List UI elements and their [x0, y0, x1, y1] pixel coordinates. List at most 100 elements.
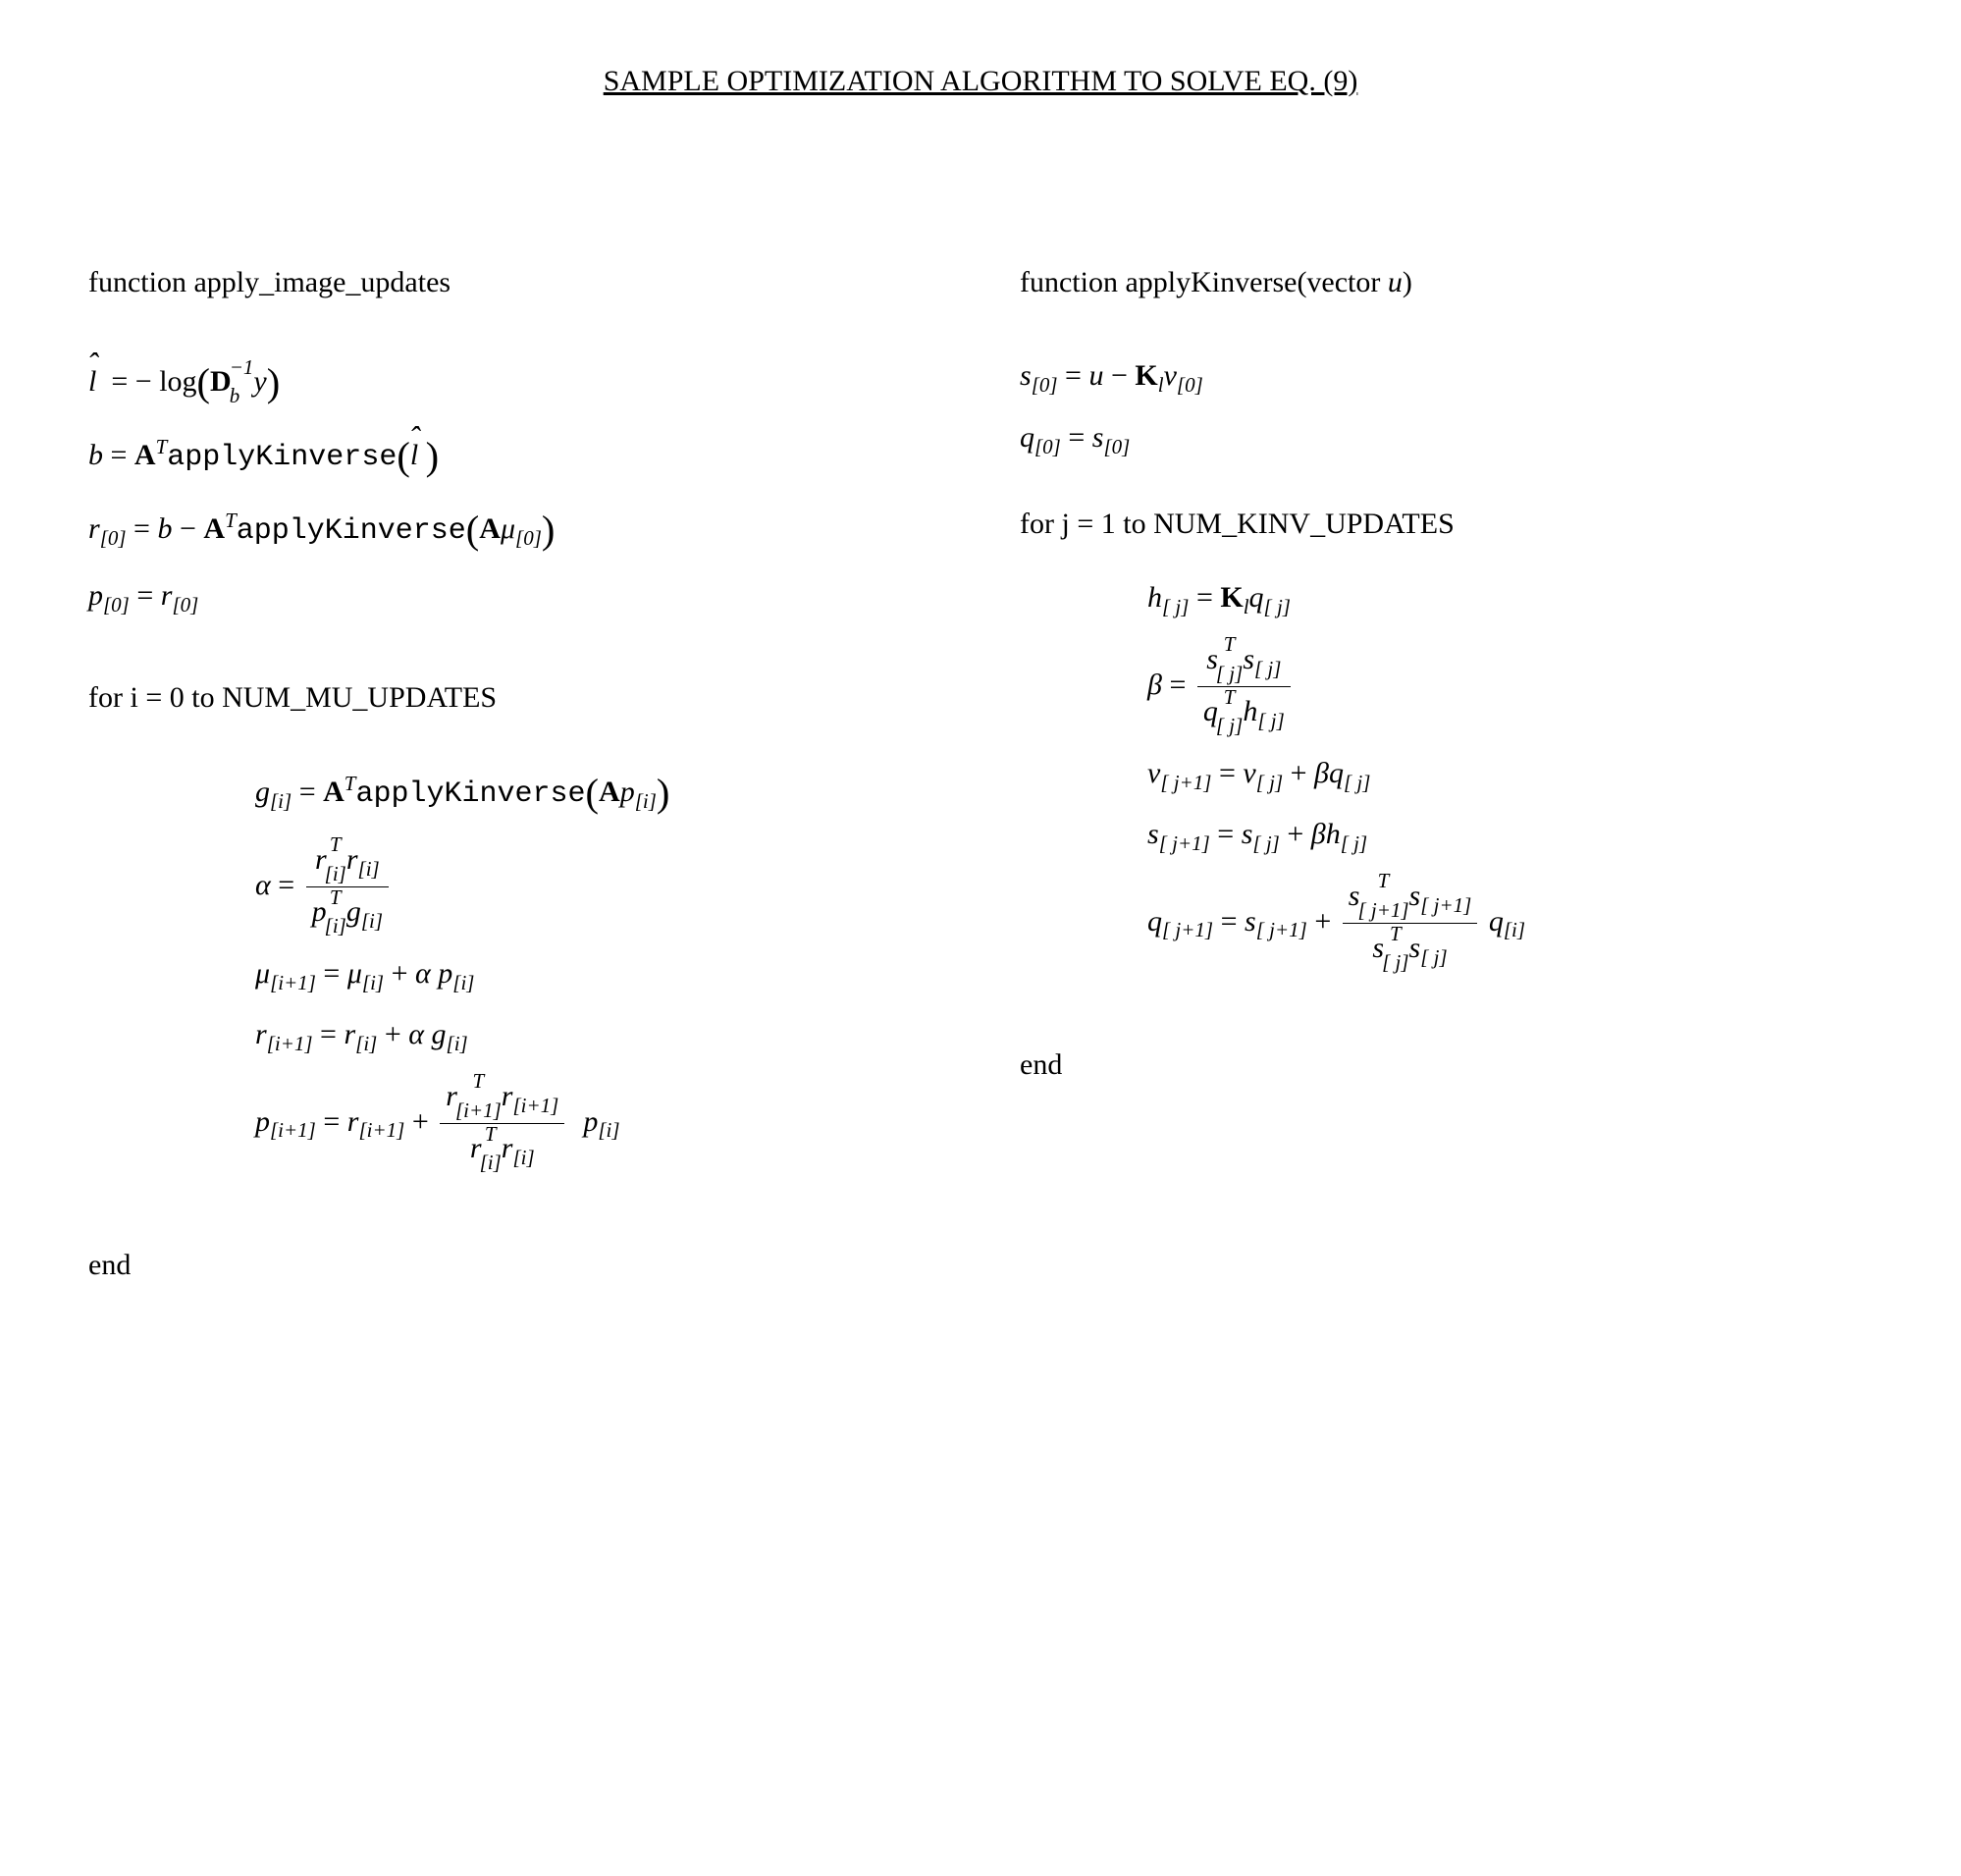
hR2s: [ j] [1341, 831, 1367, 855]
function-header-right: function applyKinverse(vector u) [1020, 260, 1873, 304]
A-sup-T3: T [344, 772, 356, 795]
alpha3: α [408, 1018, 424, 1050]
fr4: r [502, 1132, 513, 1164]
fs6: [i] [512, 1146, 534, 1169]
mat-A4: A [323, 776, 344, 808]
fn-applyK: applyKinverse [167, 441, 397, 474]
r-sub4: [i] [355, 1032, 377, 1055]
fr2: r [502, 1080, 513, 1112]
for-loop-left: for i = 0 to NUM_MU_UPDATES [88, 675, 941, 720]
qR5s: [i] [1504, 918, 1525, 941]
var-b2: b [157, 512, 172, 545]
p-sub3: [i] [452, 971, 474, 994]
sub-r0b: [0] [172, 593, 198, 616]
s6: [i] [361, 909, 383, 933]
hR: h [1147, 581, 1162, 614]
var-p2: p [620, 776, 635, 808]
p3: p [438, 957, 452, 990]
bfs5: [ j] [1216, 717, 1243, 735]
D-sub: b [230, 387, 254, 405]
r5: r [347, 1104, 359, 1137]
sR1: s [1020, 359, 1032, 392]
mu2: μ [347, 957, 362, 990]
var-lhat2: l [410, 433, 418, 477]
A-sup-T2: T [225, 509, 237, 532]
var-b: b [88, 439, 103, 471]
sR5: s [1245, 904, 1256, 937]
s2: [i] [325, 865, 346, 884]
eq-s-update: s[ j+1] = s[ j] + βh[ j] [1147, 812, 1873, 860]
sub-pi: [i] [635, 789, 657, 813]
eq-alpha: α = rT[i]r[i] pT[i]g[i] [255, 837, 941, 938]
KR2: K [1220, 581, 1243, 614]
page-title: SAMPLE OPTIMIZATION ALGORITHM TO SOLVE E… [88, 59, 1873, 103]
eq-mu-update: μ[i+1] = μ[i] + α p[i] [255, 951, 941, 999]
sR3s: [ j+1] [1159, 831, 1210, 855]
vR3: v [1243, 757, 1255, 789]
qR3: q [1329, 757, 1344, 789]
p-sub5: [i] [598, 1118, 619, 1142]
var-r2: r [161, 579, 173, 612]
var-r: r [88, 512, 100, 545]
KR1s: l [1158, 373, 1164, 397]
fs1: T [455, 1072, 502, 1091]
r3: r [255, 1018, 267, 1050]
eq-v-update: v[ j+1] = v[ j] + βq[ j] [1147, 751, 1873, 799]
eq-q0: q[0] = s[0] [1020, 415, 1873, 463]
two-column-layout: function apply_image_updates l = − log(D… [88, 260, 1873, 1287]
var-mu: μ [501, 512, 515, 545]
p-sub4: [i+1] [270, 1118, 316, 1142]
uR: u [1088, 359, 1103, 392]
function-name-right: applyKinverse [1125, 266, 1297, 298]
bfs6: [ j] [1257, 709, 1284, 732]
p5: p [583, 1104, 598, 1137]
vR1s: [0] [1177, 373, 1203, 397]
sR4s: [ j] [1252, 831, 1279, 855]
mat-A: A [134, 439, 156, 471]
r4: r [344, 1018, 355, 1050]
r-sub3: [i+1] [267, 1032, 313, 1055]
mu1: μ [255, 957, 270, 990]
var-g: g [255, 776, 270, 808]
D-sup: −1 [230, 358, 254, 377]
qR1: q [1020, 421, 1034, 454]
sub-p0: [0] [103, 593, 130, 616]
eq-r-update: r[i+1] = r[i] + α g[i] [255, 1012, 941, 1060]
var-alpha: α [255, 868, 271, 900]
qfs6: [ j] [1420, 945, 1447, 969]
eq-lhat: l = − log(D−1by) [88, 353, 941, 413]
mat-D: D [210, 365, 232, 398]
qfr4: s [1409, 932, 1421, 964]
fn-applyK3: applyKinverse [355, 777, 585, 811]
mu-sub2: [i] [362, 971, 384, 994]
s4: T [325, 888, 346, 907]
eq-r0: r[0] = b − ATapplyKinverse(Aμ[0]) [88, 501, 941, 561]
g2: g [432, 1018, 447, 1050]
bfs1: T [1216, 635, 1243, 654]
sR5s: [ j+1] [1256, 918, 1307, 941]
eq-s0: s[0] = u − Klv[0] [1020, 353, 1873, 402]
betaR3: β [1311, 818, 1326, 850]
qR4: q [1147, 904, 1162, 937]
frac-r-top2: r [346, 843, 358, 876]
left-column: function apply_image_updates l = − log(D… [88, 260, 941, 1287]
s5: [i] [325, 917, 346, 936]
qR5: q [1489, 904, 1504, 937]
right-column: function applyKinverse(vector u) s[0] = … [1020, 260, 1873, 1087]
eq-b: b = ATapplyKinverse(l ) [88, 427, 941, 487]
func-arg-suffix: ) [1403, 266, 1412, 298]
function-header-left: function apply_image_updates [88, 260, 941, 304]
eq-p-update: p[i+1] = r[i+1] + rT[i+1]r[i+1] rT[i]r[i… [255, 1074, 941, 1174]
vR2: v [1147, 757, 1160, 789]
for-const-left: NUM_MU_UPDATES [222, 681, 497, 714]
function-keyword-r: function [1020, 266, 1125, 298]
eq-gi: g[i] = ATapplyKinverse(Ap[i]) [255, 764, 941, 824]
vR3s: [ j] [1256, 771, 1283, 794]
betaR2: β [1314, 757, 1329, 789]
betaR: β [1147, 668, 1162, 700]
qR2s: [ j] [1264, 595, 1291, 618]
frac-g-bot: g [346, 895, 361, 928]
qfs1: T [1357, 872, 1408, 890]
p4: p [255, 1104, 270, 1137]
var-p: p [88, 579, 103, 612]
